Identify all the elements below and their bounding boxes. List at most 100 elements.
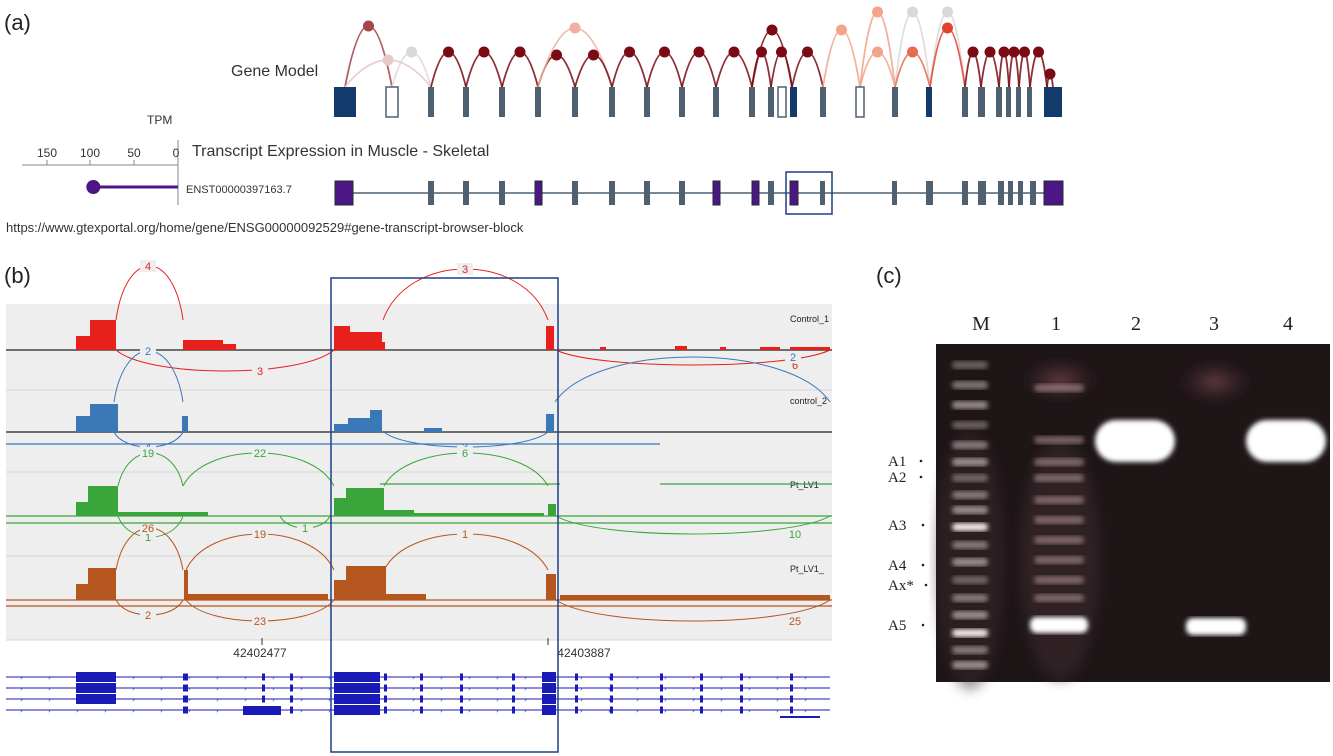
strand-arrow: › [636,696,639,704]
transcript-exon [512,695,515,703]
strand-arrow: › [580,707,583,715]
ladder-band [952,661,988,669]
junction-count: 6 [792,360,798,372]
coverage-bar [90,320,116,350]
strand-arrow: › [20,707,23,715]
transcript-exon [978,181,986,205]
junction-label-bg [140,447,156,459]
coverage-bar [548,504,556,516]
strand-arrow: › [552,674,555,682]
strand-arrow: › [692,696,695,704]
transcript-exon [542,705,556,715]
junction-label-bg [140,609,156,621]
junction-label-bg [252,447,268,459]
transcript-exon [334,683,380,693]
ladder-band [952,361,988,369]
transcript-exon [542,683,556,693]
band-lane-1-a5 [1030,617,1088,633]
junction-label-bg [787,528,803,540]
gene-model-exon [820,87,826,117]
strand-arrow: › [328,696,331,704]
transcript-models: › › › › › › › › › › › › › › › › › › › › › › › › › › › › › › › › › › › › › › › ›… [6,672,830,718]
transcript-exon [460,706,463,714]
strand-arrow: › [76,674,79,682]
strand-arrow: › [496,696,499,704]
strand-arrow: › [244,674,247,682]
strand-arrow: › [20,674,23,682]
lane-1-band [1034,436,1084,444]
transcript-exon [542,672,556,682]
gene-model-exons [334,86,1062,118]
transcript-exon [534,180,543,206]
transcript-exon [76,694,116,704]
junction-dot [1033,46,1044,58]
strand-arrow: › [608,685,611,693]
ladder-band [952,611,988,619]
transcript-exon [740,673,743,681]
transcript-exon [384,706,387,714]
band-lane-2 [1095,420,1175,462]
strand-arrow: › [384,674,387,682]
coverage-bar [348,418,372,432]
strand-arrow: › [160,707,163,715]
strand-arrow: › [188,685,191,693]
gene-model-label: Gene Model [231,63,318,80]
transcript-exon [512,684,515,692]
transcript-exon [290,695,293,703]
junction-arc [929,27,966,88]
tpm-axis: 150 100 50 0 [22,140,180,205]
coverage-bar [790,347,830,350]
strand-arrow: › [804,707,807,715]
junction-count: 22 [254,448,266,460]
junction-dot [728,46,740,58]
junction-count: 2 [145,346,151,358]
junction-dot [872,6,883,18]
gene-model-exon [535,87,541,117]
transcript-exon [575,673,578,681]
coverage-bar [380,342,385,350]
lane-1-band [1034,384,1084,392]
coverage-bar [334,580,346,600]
transcript-exon [420,684,423,692]
coverage-bar [88,568,116,600]
junction-dot [406,46,417,58]
strand-arrow: › [412,696,415,704]
band-label-a4: A4 [888,558,907,574]
track-name: Pt_LV1 [790,480,819,490]
ladder-band [952,458,988,466]
panel-b-label: (b) [4,263,31,288]
gene-annotation-area [6,640,832,720]
transcript-exon [542,694,556,704]
lane-1-band [1034,536,1084,544]
junction-count: 23 [254,616,266,628]
coverage-bar [76,416,94,432]
junction-label-bg [785,351,801,363]
transcript-exon [768,181,774,205]
junction-dot [382,54,394,66]
coverage-bar [546,326,554,350]
coverage-bar [546,574,556,600]
transcript-id: ENST00000397163.7 [186,184,292,196]
strand-arrow: › [132,707,135,715]
strand-arrow: › [328,685,331,693]
transcript-exon [962,181,968,205]
transcript-exon [183,684,188,692]
junction-dot [551,49,562,61]
transcript-exon [262,673,265,681]
strand-arrow: › [552,696,555,704]
strand-arrow: › [496,685,499,693]
strand-arrow: › [636,674,639,682]
transcript-exon [262,684,265,692]
transcript-exon [926,181,933,205]
gene-model-exon [644,87,650,117]
ladder-band [952,491,988,499]
gene-model-exon [790,87,797,117]
strand-arrow: › [188,674,191,682]
junction-dot [872,46,883,58]
coverage-bar [720,347,726,350]
junction-label-bg [252,615,268,627]
junction-label-bg [297,522,313,534]
coverage-bar [348,332,382,350]
gene-model-exon [1016,87,1021,117]
transcript-exon [790,684,793,692]
